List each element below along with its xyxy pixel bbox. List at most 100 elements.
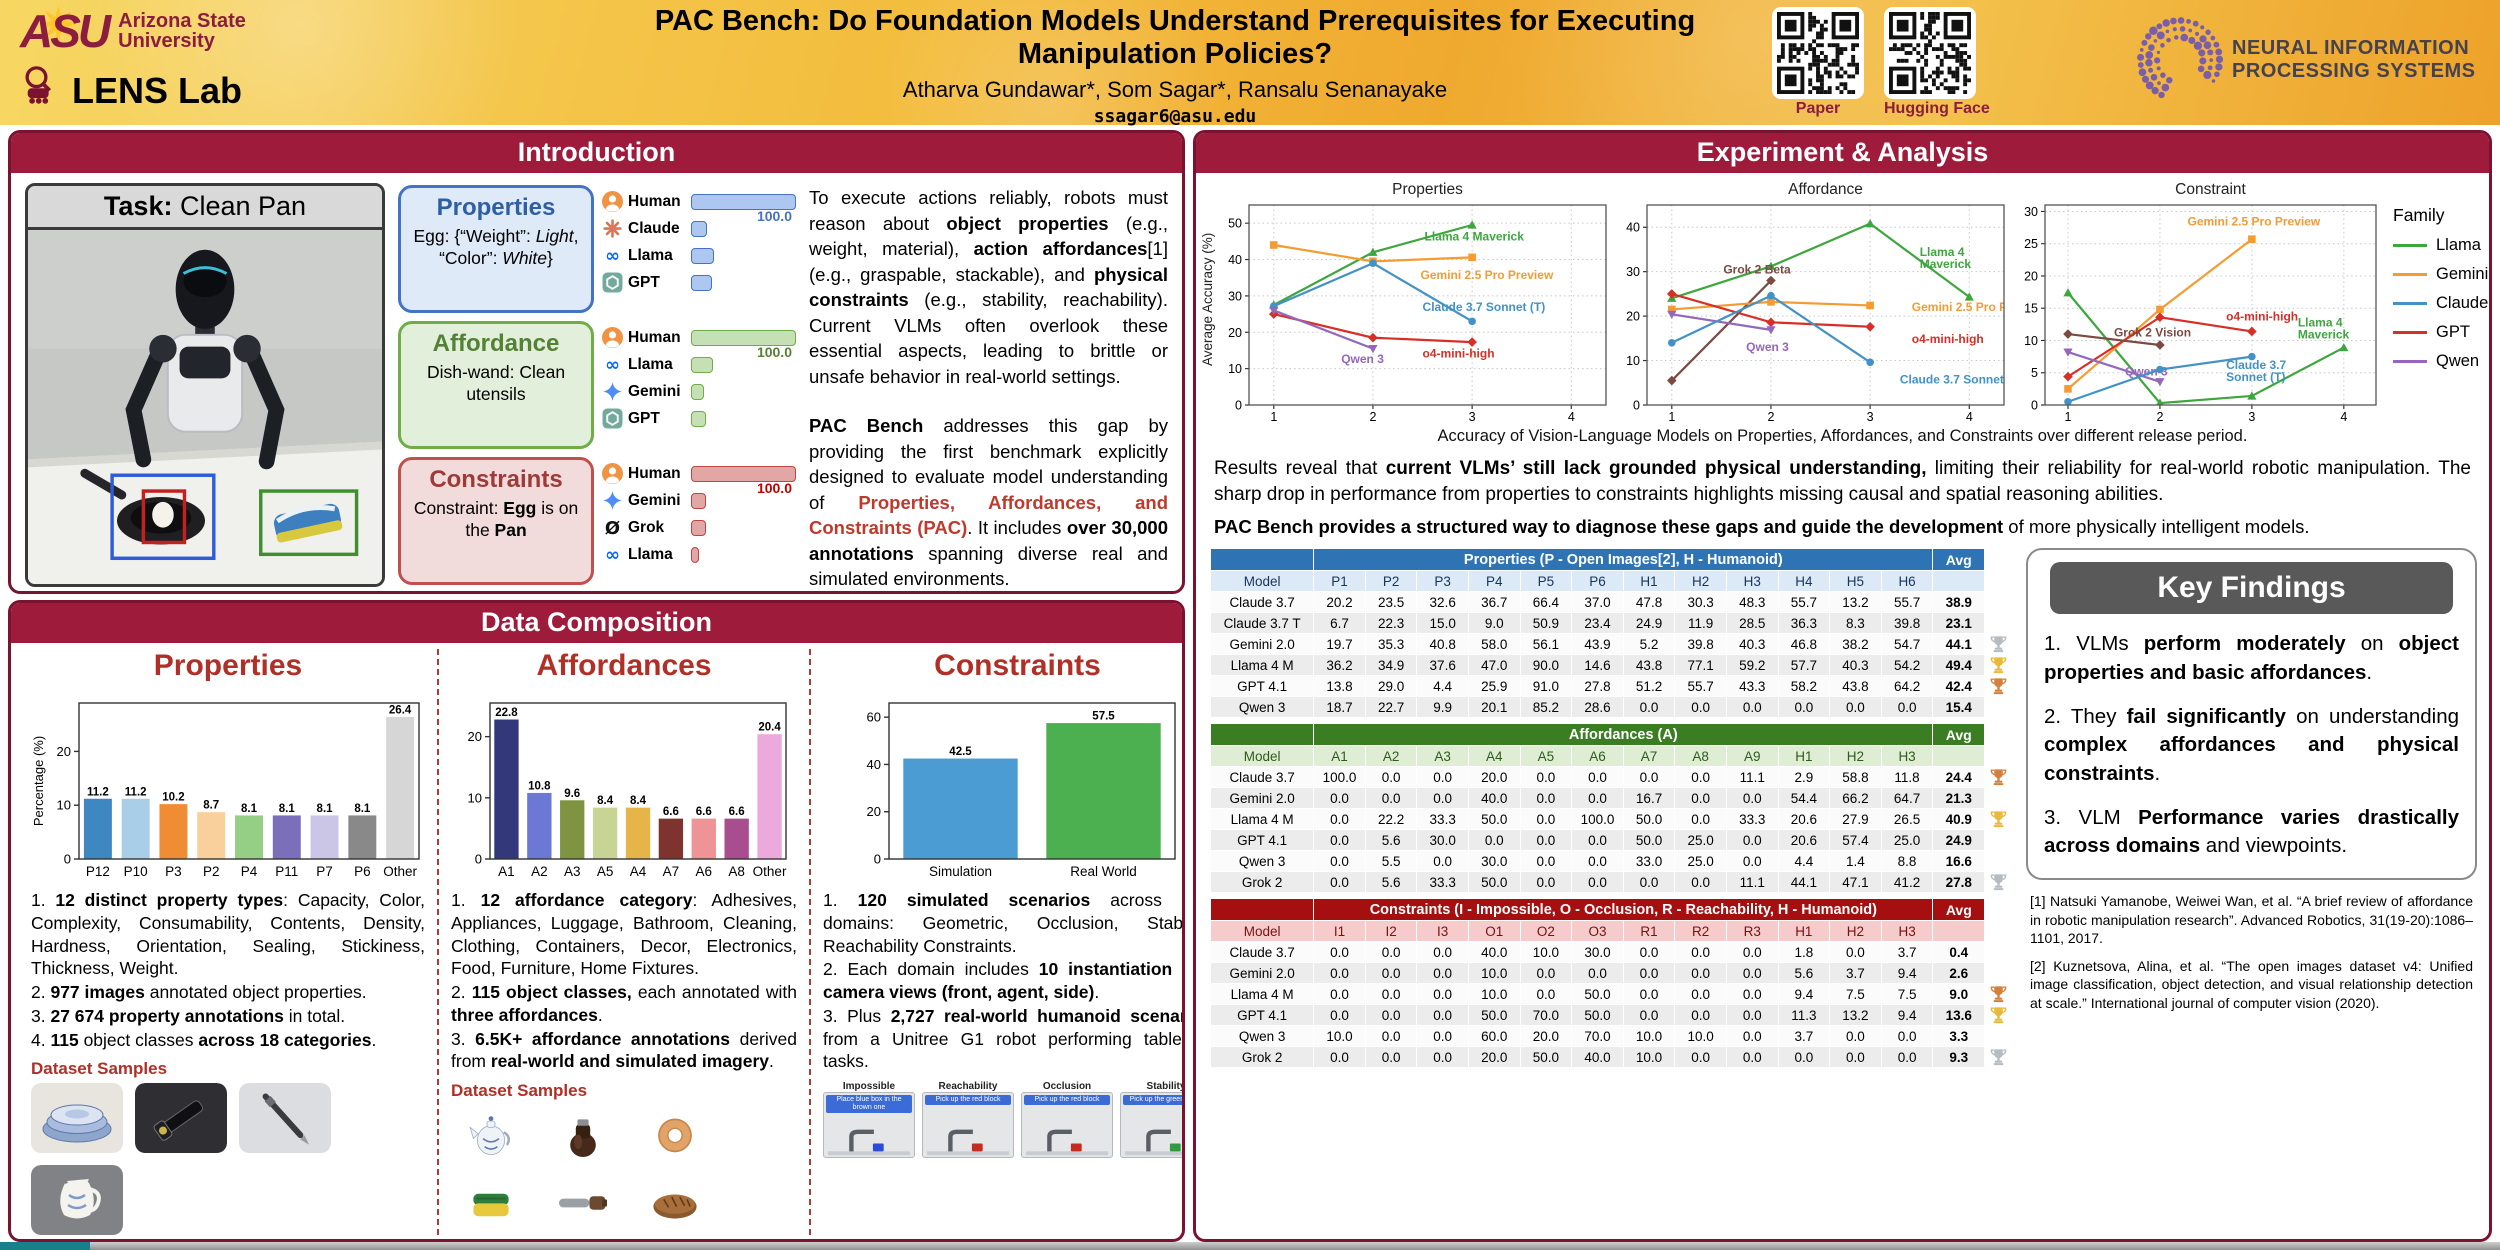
svg-text:30: 30	[2024, 205, 2038, 219]
svg-text:11.2: 11.2	[125, 786, 147, 798]
authors: Atharva Gundawar*, Som Sagar*, Ransalu S…	[902, 76, 1448, 102]
grok-icon: Ø	[602, 517, 623, 538]
concept-desc: Dish-wand: Clean utensils	[426, 362, 566, 404]
svg-text:8.7: 8.7	[203, 800, 219, 812]
experiment-section: Experiment & Analysis Average Accuracy (…	[1193, 130, 2492, 1242]
svg-text:8.1: 8.1	[317, 803, 334, 815]
concept-desc: Egg: {“Weight”: Light, “Color”: White}	[413, 226, 579, 268]
diagnose-paragraph: PAC Bench provides a structured way to d…	[1214, 516, 2310, 538]
svg-text:20: 20	[57, 744, 71, 759]
svg-text:2: 2	[1767, 410, 1774, 424]
gold-trophy-icon	[1990, 1007, 2006, 1024]
scenario-label: Reachability	[938, 1081, 998, 1092]
intro-paragraph: To execute actions reliably, robots must…	[809, 187, 1168, 387]
robot-arm-icon	[1124, 1129, 1182, 1156]
svg-text:20: 20	[866, 804, 880, 819]
results-table: Constraints (I - Impossible, O - Occlusi…	[1209, 898, 2012, 1069]
llama-icon: ∞	[602, 245, 623, 266]
intro-paragraph: PAC Bench addresses this gap by providin…	[809, 415, 1169, 590]
svg-text:Gemini 2.5 Pro Preview: Gemini 2.5 Pro Preview	[1421, 268, 1554, 282]
text-item: 2. 115 object classes, each annotated wi…	[451, 982, 797, 1025]
silver-trophy-icon	[1990, 1049, 2007, 1066]
table-header-row: Model A1 A2 A3 A4 A5 A6 A7 A8 A9 H1 H2 H3	[1209, 745, 2012, 768]
dc-constraints-column: Constraints 0 20 40 60 42.5 Simulation 57.5 Rea…	[809, 649, 1182, 1235]
results-tables: Properties (P - Open Images[2], H - Huma…	[1209, 548, 2012, 1073]
svg-text:Claude 3.7 Sonnet (T): Claude 3.7 Sonnet (T)	[1423, 300, 1546, 314]
data-composition-title: Data Composition	[11, 603, 1182, 643]
properties-line-chart: Properties 0 10 20 30 40 50 1 2 3 4 Llama 4 Maveric…	[1215, 179, 1613, 430]
svg-text:A6: A6	[696, 864, 713, 879]
concept-chart: Human ∞ Llama Gemini GPT 100.0	[602, 321, 796, 449]
table-title-row: Properties (P - Open Images[2], H - Huma…	[1209, 548, 2012, 572]
dc-properties-column: Properties 0 10 20 11.2 P12 11.2 P10 10.2 P3 8.7 P…	[19, 649, 437, 1236]
svg-text:22.8: 22.8	[495, 707, 518, 719]
svg-text:10: 10	[1626, 354, 1640, 368]
svg-text:Ø: Ø	[605, 518, 620, 538]
svg-text:Constraint: Constraint	[2175, 181, 2246, 198]
text-item: 4. 115 object classes across 18 categori…	[31, 1029, 377, 1050]
y-axis-label: Average Accuracy (%)	[1200, 232, 1215, 366]
svg-text:40: 40	[866, 757, 880, 772]
svg-text:8.4: 8.4	[597, 795, 614, 807]
results-table: Affordances (A) Avg Model A1 A2 A3 A4 A5 A6 A7 A8 A…	[1209, 723, 2012, 894]
experiment-title: Experiment & Analysis	[1196, 133, 2489, 173]
svg-text:Llama 4 Maverick: Llama 4 Maverick	[1425, 229, 1525, 243]
svg-text:∞: ∞	[605, 245, 620, 266]
model-label: Human	[628, 192, 681, 210]
reference-item: [2] Kuznetsova, Alina, et al. “The open …	[2030, 957, 2473, 1011]
svg-text:Claude 3.7 Sonnet (T): Claude 3.7 Sonnet (T)	[1900, 373, 2011, 387]
neurips-ring-icon	[2137, 17, 2224, 99]
findings-column: Key Findings 1. VLMs perform moderately …	[2026, 548, 2477, 1073]
svg-text:Other: Other	[753, 864, 787, 879]
model-bar-row: Human	[602, 460, 796, 487]
svg-text:1: 1	[1668, 410, 1675, 424]
scenario-occlusion: Occlusion Pick up the red block	[1021, 1081, 1113, 1158]
model-bar-row: ∞ Llama	[602, 242, 796, 269]
text-item: 3. 6.5K+ affordance annotations derived …	[451, 1028, 797, 1072]
bronze-trophy-icon	[1990, 986, 2006, 1003]
model-label: Gemini	[628, 491, 681, 509]
lens-lab-icon	[20, 64, 64, 117]
model-bar-row: GPT	[602, 269, 796, 296]
concept-title: Properties	[436, 194, 556, 221]
sample-image-pen	[239, 1083, 331, 1154]
sample-image-flashlight	[135, 1083, 227, 1154]
svg-text:Affordance: Affordance	[1788, 181, 1863, 198]
svg-text:8.1: 8.1	[279, 803, 296, 815]
neurips-logo: NEURAL INFORMATION PROCESSING SYSTEMS	[2128, 8, 2476, 112]
legend-item: Llama	[2393, 236, 2488, 255]
svg-text:10: 10	[57, 798, 71, 813]
svg-text:20: 20	[468, 729, 482, 744]
human-score-annotation: 100.0	[756, 480, 792, 496]
sample-image-plates	[31, 1083, 123, 1154]
reference-item: [1] Natsuki Yamanobe, Weiwei Wan, et al.…	[2030, 893, 2473, 947]
table-row: Claude 3.7 0.0 0.0 0.0 40.0 10.0 30.0 0.0 0.0 0.0…	[1209, 941, 2012, 964]
table-title-row: Affordances (A) Avg	[1209, 723, 2012, 747]
table-row: Claude 3.7 100.0 0.0 0.0 20.0 0.0 0.0 0.0 0.0 11.…	[1209, 766, 2012, 789]
svg-text:8.1: 8.1	[354, 803, 371, 815]
key-findings-items: 1. VLMs perform moderately on object pro…	[2044, 630, 2459, 860]
scenario-image: Pick up the green block	[1120, 1092, 1182, 1158]
svg-text:57.5: 57.5	[1092, 711, 1115, 723]
gpt-icon	[602, 272, 623, 293]
svg-text:11.2: 11.2	[87, 786, 109, 798]
svg-text:o4-mini-high: o4-mini-high	[1912, 332, 1984, 346]
table-row: Gemini 2.0 19.7 35.3 40.8 58.0 56.1 43.9 5.2 39.…	[1209, 633, 2012, 656]
sample-image-sponge	[451, 1173, 531, 1229]
task-figure: Task: Clean Pan	[25, 183, 385, 587]
svg-text:P6: P6	[354, 864, 371, 879]
properties-bullets: 1. 12 distinct property types: Capacity,…	[31, 889, 425, 1051]
svg-text:15: 15	[2024, 302, 2038, 316]
svg-text:Percentage (%): Percentage (%)	[31, 736, 46, 826]
concept-title: Affordance	[432, 330, 560, 357]
svg-text:6.6: 6.6	[663, 806, 679, 818]
text-item: 3. VLM Performance varies drastically ac…	[2044, 805, 2459, 858]
key-findings-box: Key Findings 1. VLMs perform moderately …	[2026, 548, 2477, 881]
model-bar-row: Gemini	[602, 378, 796, 405]
lens-lab-name: LENS Lab	[72, 69, 243, 111]
legend-item: Qwen	[2393, 352, 2488, 371]
svg-text:Simulation: Simulation	[928, 864, 991, 879]
legend-item: Gemini	[2393, 265, 2488, 284]
svg-text:4: 4	[2340, 410, 2347, 424]
